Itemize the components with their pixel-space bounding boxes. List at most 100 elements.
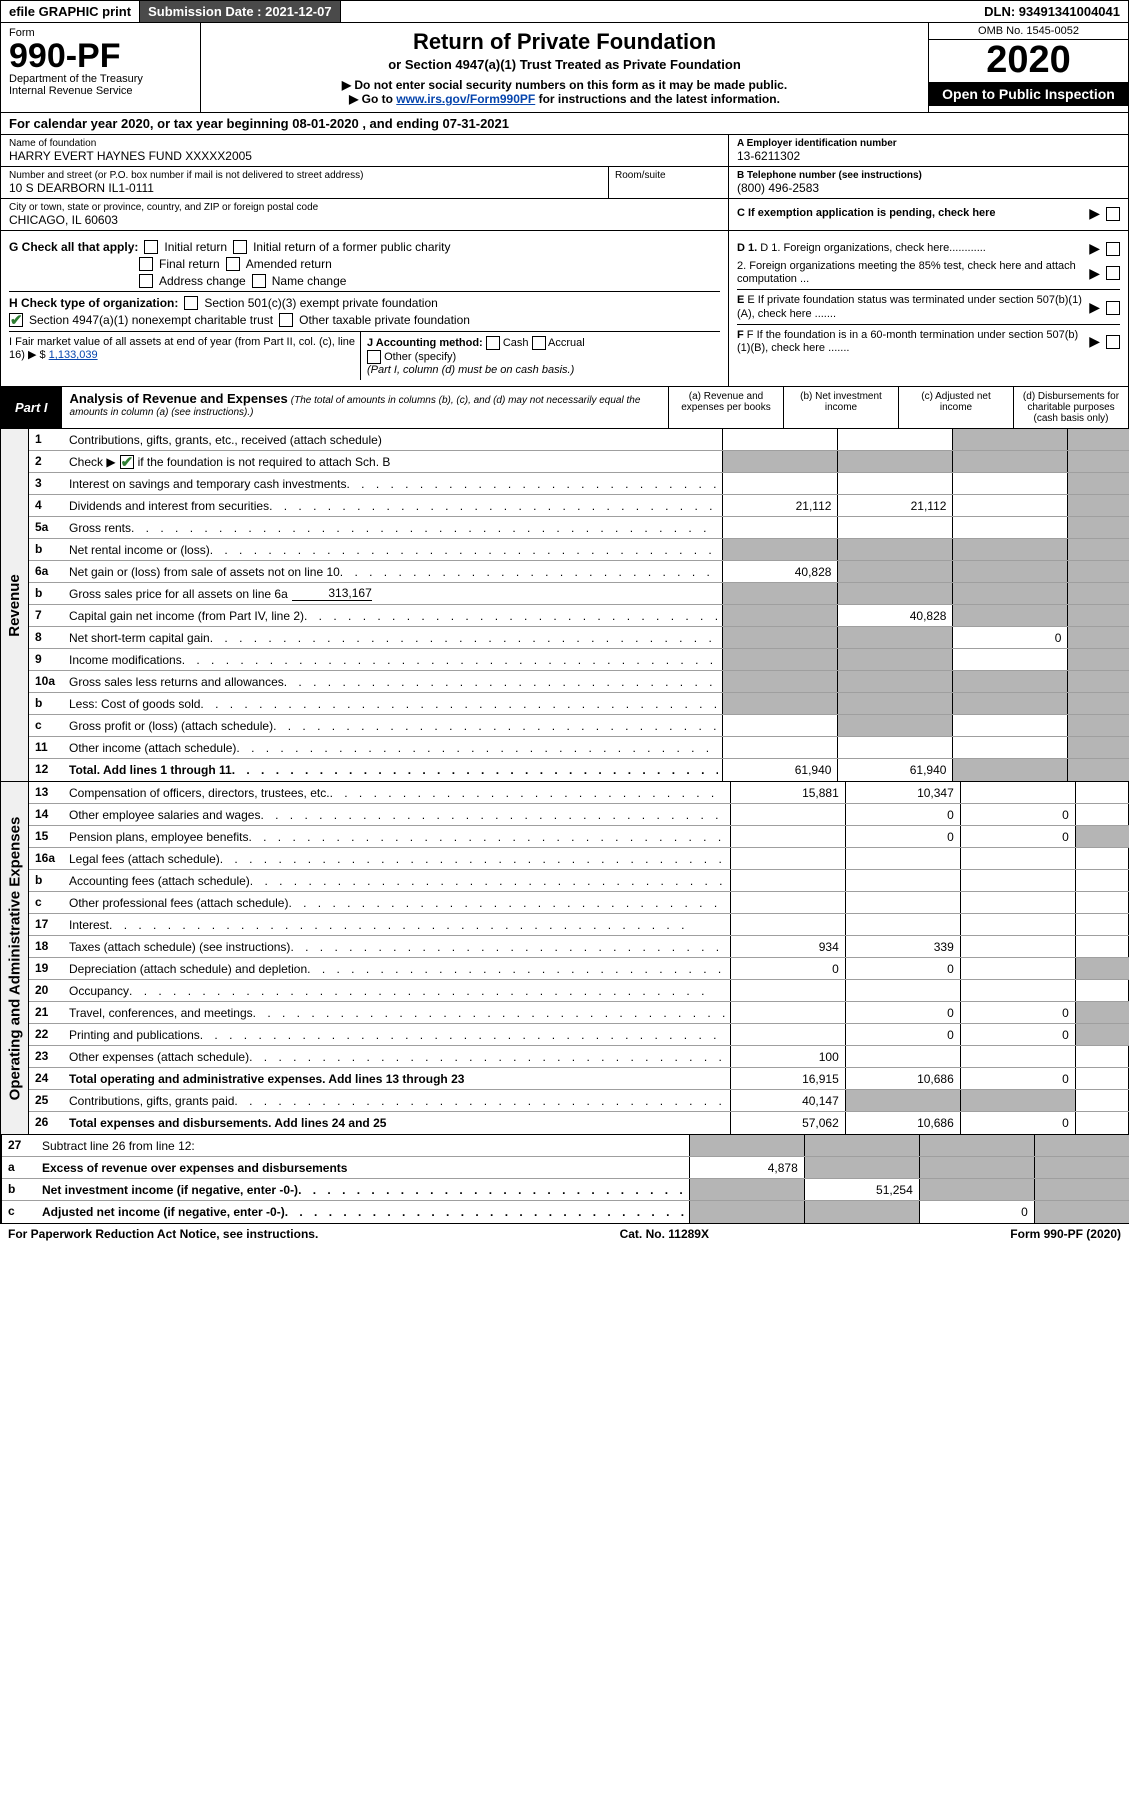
foundation-name-cell: Name of foundation HARRY EVERT HAYNES FU… — [1, 135, 728, 167]
value-cell-d — [1034, 1135, 1129, 1156]
line-description: Other employee salaries and wages — [65, 804, 730, 825]
line-number: 9 — [29, 649, 65, 670]
table-row: 2Check ▶ if the foundation is not requir… — [29, 451, 1129, 473]
value-cell-a — [730, 914, 845, 935]
value-cell-d — [1067, 649, 1129, 670]
arrow-icon: ▶ — [1089, 205, 1100, 222]
part-description: Analysis of Revenue and Expenses (The to… — [62, 387, 668, 428]
value-cell-d — [1075, 1024, 1129, 1045]
expenses-table: Operating and Administrative Expenses 13… — [0, 782, 1129, 1135]
checkbox-other-taxable[interactable] — [279, 313, 293, 327]
value-cell-b — [804, 1201, 919, 1223]
checkbox-amended-return[interactable] — [226, 257, 240, 271]
value-cell-d — [1075, 958, 1129, 979]
checkbox-c[interactable] — [1106, 207, 1120, 221]
line-number: a — [2, 1157, 38, 1178]
value-cell-a — [722, 517, 837, 538]
header-center: Return of Private Foundation or Section … — [201, 23, 928, 112]
d2-row: 2. Foreign organizations meeting the 85%… — [737, 260, 1120, 286]
value-cell-b: 10,686 — [845, 1112, 960, 1134]
checkbox-d2[interactable] — [1106, 266, 1120, 280]
value-cell-a — [722, 451, 837, 472]
table-row: 1Contributions, gifts, grants, etc., rec… — [29, 429, 1129, 451]
note-ssn: ▶ Do not enter social security numbers o… — [213, 78, 916, 92]
value-cell-b — [837, 429, 952, 450]
checkbox-other-method[interactable] — [367, 350, 381, 364]
table-row: 4Dividends and interest from securities2… — [29, 495, 1129, 517]
value-cell-a — [722, 649, 837, 670]
value-cell-a — [722, 583, 837, 604]
table-row: 18Taxes (attach schedule) (see instructi… — [29, 936, 1129, 958]
value-cell-b: 61,940 — [837, 759, 952, 781]
table-row: bLess: Cost of goods sold — [29, 693, 1129, 715]
value-cell-d — [1067, 759, 1129, 781]
checkbox-cash[interactable] — [486, 336, 500, 350]
value-cell-d: 5,534 — [1075, 782, 1129, 803]
checkbox-address-change[interactable] — [139, 274, 153, 288]
part1-header: Part I Analysis of Revenue and Expenses … — [0, 387, 1129, 429]
table-row: bGross sales price for all assets on lin… — [29, 583, 1129, 605]
value-cell-c: 0 — [960, 804, 1075, 825]
value-cell-a — [722, 605, 837, 626]
value-cell-c — [952, 495, 1067, 516]
fmv-value-link[interactable]: 1,133,039 — [49, 349, 98, 361]
line-number: 11 — [29, 737, 65, 758]
checkbox-name-change[interactable] — [252, 274, 266, 288]
checkbox-initial-former[interactable] — [233, 240, 247, 254]
value-cell-b: 51,254 — [804, 1179, 919, 1200]
table-row: 8Net short-term capital gain0 — [29, 627, 1129, 649]
line-number: 21 — [29, 1002, 65, 1023]
value-cell-d — [1075, 826, 1129, 847]
value-cell-c — [960, 892, 1075, 913]
table-row: 5aGross rents — [29, 517, 1129, 539]
checkbox-schb[interactable] — [120, 455, 134, 469]
value-cell-b — [804, 1135, 919, 1156]
value-cell-d — [1034, 1157, 1129, 1178]
header-left: Form 990-PF Department of the Treasury I… — [1, 23, 201, 112]
checkbox-e[interactable] — [1106, 301, 1120, 315]
col-d-header: (d) Disbursements for charitable purpose… — [1013, 387, 1128, 428]
checkbox-initial-return[interactable] — [144, 240, 158, 254]
open-public-badge: Open to Public Inspection — [929, 82, 1128, 106]
value-cell-c — [919, 1157, 1034, 1178]
line-description: Gross profit or (loss) (attach schedule) — [65, 715, 722, 736]
value-cell-a — [730, 1002, 845, 1023]
line-number: b — [29, 693, 65, 714]
line-description: Compensation of officers, directors, tru… — [65, 782, 730, 803]
value-cell-b: 0 — [845, 826, 960, 847]
line-description: Other professional fees (attach schedule… — [65, 892, 730, 913]
value-cell-b — [845, 914, 960, 935]
checkbox-d1[interactable] — [1106, 242, 1120, 256]
table-row: 10aGross sales less returns and allowanc… — [29, 671, 1129, 693]
phone-cell: B Telephone number (see instructions) (8… — [729, 167, 1128, 199]
value-cell-c — [952, 737, 1067, 758]
line-number: 3 — [29, 473, 65, 494]
value-cell-a — [730, 848, 845, 869]
value-cell-a: 934 — [730, 936, 845, 957]
checkbox-accrual[interactable] — [532, 336, 546, 350]
inline-value: 313,167 — [292, 586, 372, 601]
line-description: Net rental income or (loss) — [65, 539, 722, 560]
checkbox-final-return[interactable] — [139, 257, 153, 271]
line-description: Less: Cost of goods sold — [65, 693, 722, 714]
line-description: Total operating and administrative expen… — [65, 1068, 730, 1089]
value-cell-a: 57,062 — [730, 1112, 845, 1134]
calendar-year-row: For calendar year 2020, or tax year begi… — [0, 113, 1129, 135]
value-cell-d: 40,147 — [1075, 1090, 1129, 1111]
footer-right: Form 990-PF (2020) — [1010, 1227, 1121, 1241]
arrow-icon: ▶ — [1089, 299, 1100, 316]
value-cell-b — [837, 583, 952, 604]
checkbox-501c3[interactable] — [184, 296, 198, 310]
value-cell-c: 0 — [960, 1002, 1075, 1023]
exemption-pending-cell: C If exemption application is pending, c… — [729, 199, 1128, 228]
table-row: 13Compensation of officers, directors, t… — [29, 782, 1129, 804]
value-cell-d — [1075, 980, 1129, 1001]
line-description: Occupancy — [65, 980, 730, 1001]
value-cell-c: 0 — [960, 1112, 1075, 1134]
line-description: Contributions, gifts, grants, etc., rece… — [65, 429, 722, 450]
checkbox-4947[interactable] — [9, 313, 23, 327]
irs-link[interactable]: www.irs.gov/Form990PF — [396, 92, 535, 106]
checkbox-f[interactable] — [1106, 335, 1120, 349]
table-row: 27Subtract line 26 from line 12: — [2, 1135, 1129, 1157]
line-number: 4 — [29, 495, 65, 516]
